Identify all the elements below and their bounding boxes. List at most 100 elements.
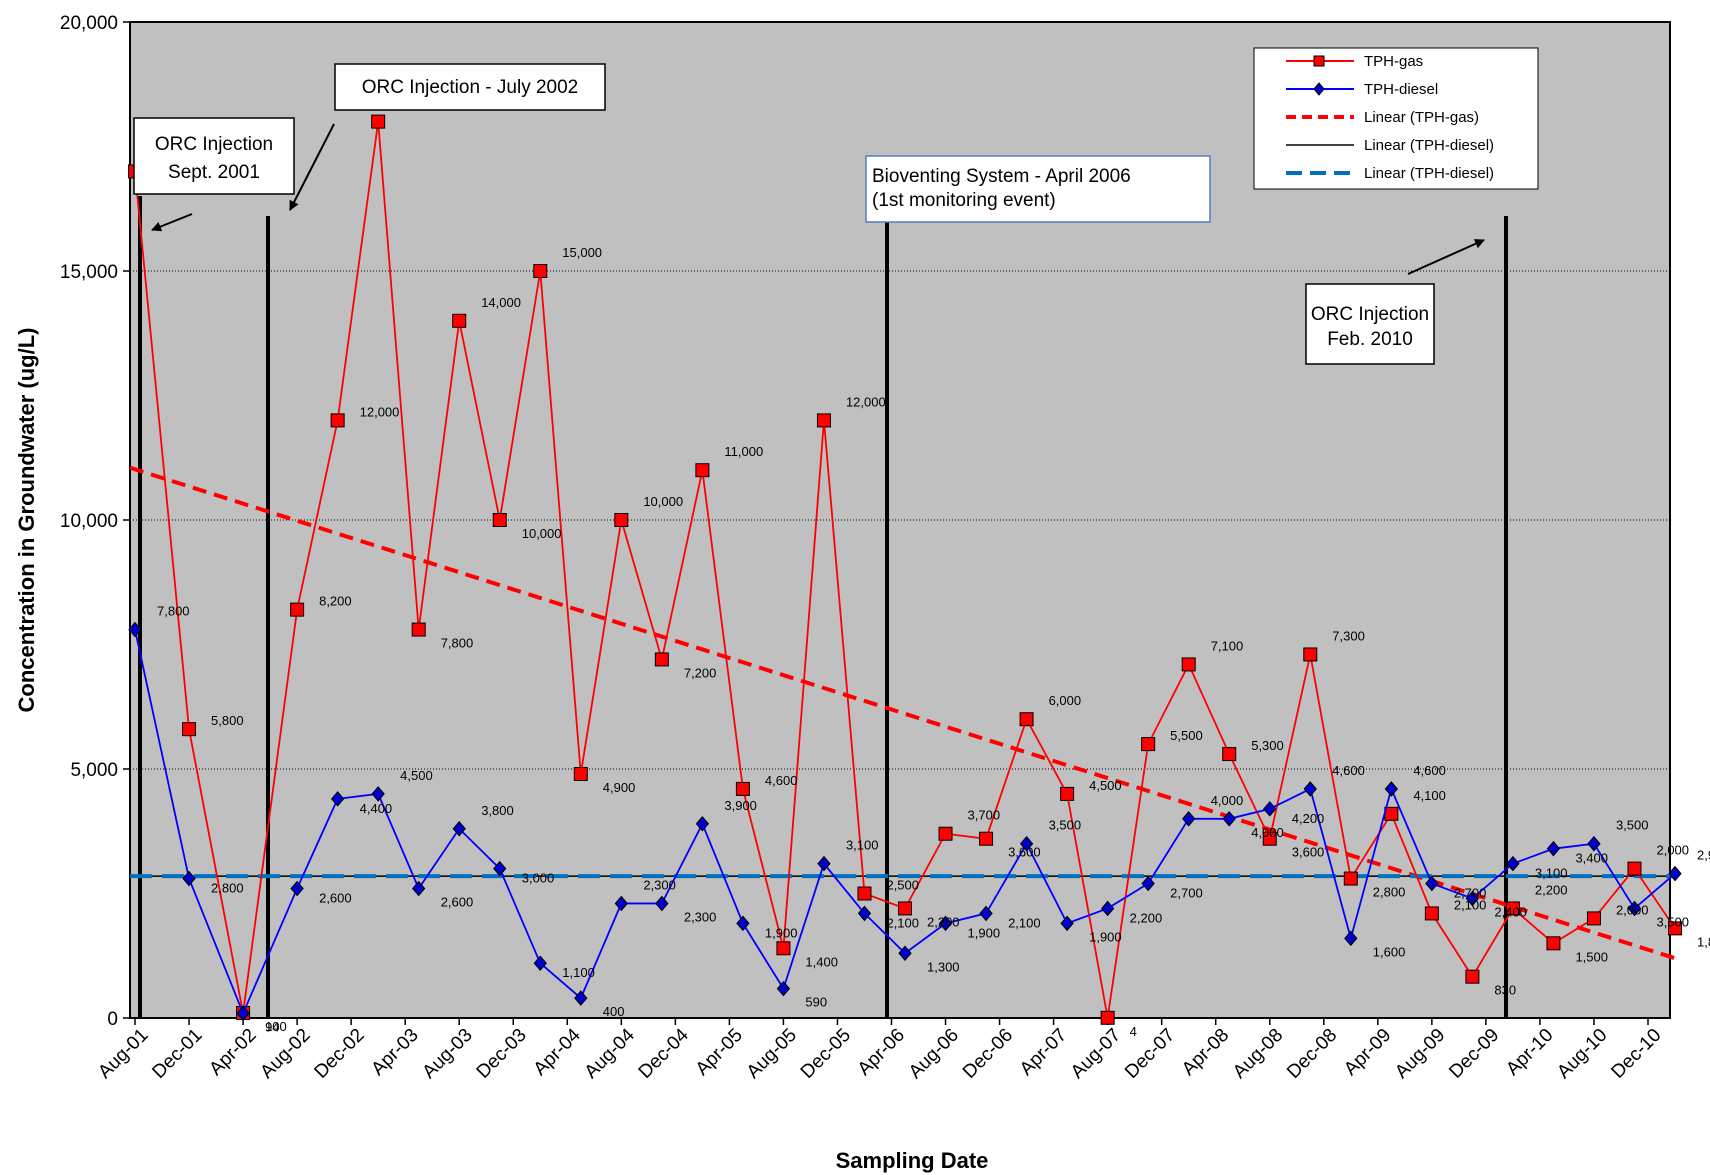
data-label-tph-gas: 2,000 xyxy=(1616,902,1649,917)
data-point-tph-gas xyxy=(533,264,548,278)
data-label-tph-diesel: 2,600 xyxy=(319,891,352,906)
annotation-box xyxy=(1305,283,1435,365)
data-point-tph-diesel xyxy=(614,895,628,912)
data-label-tph-gas: 1,800 xyxy=(1697,934,1710,949)
x-tick-label: Apr-03 xyxy=(368,1025,423,1080)
data-point-tph-gas xyxy=(776,941,791,956)
data-label-tph-diesel: 4,000 xyxy=(1211,793,1244,808)
legend-label: TPH-gas xyxy=(1364,53,1423,70)
data-label-tph-gas: 8,200 xyxy=(319,594,352,609)
annotations: ORC Injection Sept. 2001 ORC Injection - J… xyxy=(133,63,1485,365)
data-point-tph-gas xyxy=(182,722,197,737)
data-point-tph-gas xyxy=(735,781,750,796)
data-label-tph-diesel: 2,700 xyxy=(1454,886,1487,901)
x-tick-label: Dec-02 xyxy=(311,1025,369,1083)
data-point-tph-diesel xyxy=(979,905,993,922)
data-point-tph-gas xyxy=(979,831,994,846)
data-point-tph-gas xyxy=(1019,712,1034,727)
annotation-box xyxy=(133,117,295,195)
data-point-tph-gas xyxy=(1343,871,1358,886)
data-label-tph-diesel: 2,700 xyxy=(1170,886,1203,901)
data-point-tph-diesel xyxy=(1303,781,1317,797)
x-tick-label: Aug-01 xyxy=(94,1025,152,1083)
data-point-tph-diesel xyxy=(736,915,750,932)
annotation-box xyxy=(865,155,1211,223)
data-label-tph-diesel: 1,900 xyxy=(1089,929,1122,944)
data-point-tph-diesel xyxy=(857,905,872,922)
data-label-tph-gas: 5,300 xyxy=(1251,738,1284,753)
data-point-tph-diesel xyxy=(128,621,142,638)
data-point-tph-gas xyxy=(1222,747,1237,762)
data-label-tph-diesel: 3,500 xyxy=(1656,914,1689,929)
data-label-tph-gas: 10,000 xyxy=(643,494,683,509)
x-tick-label: Aug-06 xyxy=(905,1025,963,1083)
annotation-text: ORC Injection xyxy=(155,134,273,155)
data-label-tph-diesel: 4,200 xyxy=(1292,811,1325,826)
x-tick-label: Apr-10 xyxy=(1502,1025,1557,1080)
data-point-tph-diesel xyxy=(493,860,507,877)
data-label-tph-diesel: 2,300 xyxy=(643,877,676,892)
annotation-text: Sept. 2001 xyxy=(168,162,260,183)
data-point-tph-gas xyxy=(1060,786,1075,801)
data-label-tph-gas: 2,800 xyxy=(1373,885,1406,900)
data-label-tph-diesel: 3,500 xyxy=(1616,818,1649,833)
data-point-tph-diesel xyxy=(1344,930,1358,947)
annotation-arrow xyxy=(151,213,193,232)
x-tick-label: Apr-02 xyxy=(205,1025,260,1080)
data-label-tph-diesel: 2,100 xyxy=(1008,915,1041,930)
data-point-tph-gas xyxy=(1505,901,1520,916)
legend: TPH-gas TPH-diesel Linear (TPH-gas) Linear … xyxy=(1253,47,1539,190)
data-label-tph-diesel: 2,800 xyxy=(211,881,244,896)
x-tick-label: Apr-05 xyxy=(692,1025,747,1080)
data-label-tph-diesel: 1,600 xyxy=(1373,944,1406,959)
x-tick-label: Apr-08 xyxy=(1178,1025,1233,1080)
data-label-tph-diesel: 3,100 xyxy=(1535,866,1568,881)
data-label-tph-diesel: 400 xyxy=(603,1004,625,1019)
data-label-tph-diesel: 4,500 xyxy=(400,768,433,783)
x-tick-label: Aug-03 xyxy=(419,1025,477,1083)
x-tick-label: Apr-09 xyxy=(1340,1025,1395,1080)
legend-label: Linear (TPH-diesel) xyxy=(1364,165,1494,182)
data-point-tph-diesel xyxy=(574,990,588,1006)
x-tick-label: Aug-04 xyxy=(581,1024,639,1082)
y-tick-label: 0 xyxy=(107,1009,118,1030)
x-tick-label: Dec-05 xyxy=(797,1025,855,1083)
data-point-tph-diesel xyxy=(452,820,466,837)
y-tick-label: 10,000 xyxy=(60,511,118,532)
data-point-tph-diesel xyxy=(695,816,710,832)
x-tick-label: Dec-04 xyxy=(635,1024,693,1082)
y-tick-label: 5,000 xyxy=(70,760,118,781)
data-point-tph-diesel xyxy=(655,895,669,912)
data-point-tph-gas xyxy=(1586,911,1601,926)
annotation-text: Feb. 2010 xyxy=(1327,329,1413,350)
data-label-tph-gas: 2,000 xyxy=(1656,843,1689,858)
data-label-tph-gas: 6,000 xyxy=(1049,693,1082,708)
legend-marker xyxy=(1313,55,1325,67)
data-point-tph-gas xyxy=(1546,936,1561,951)
data-point-tph-diesel xyxy=(236,1005,250,1022)
data-label-tph-diesel: 4,600 xyxy=(1413,763,1446,778)
data-label-tph-gas: 4,900 xyxy=(603,780,636,795)
x-axis-title: Sampling Date xyxy=(836,1148,989,1173)
data-label-tph-diesel: 7,800 xyxy=(157,604,190,619)
data-point-tph-gas xyxy=(1424,906,1439,921)
x-tick-label: Dec-03 xyxy=(473,1025,531,1083)
data-point-tph-diesel xyxy=(330,791,345,807)
data-label-tph-diesel: 2,100 xyxy=(886,915,919,930)
data-point-tph-diesel xyxy=(1060,915,1074,932)
annotation-arrow xyxy=(289,123,335,211)
data-label-tph-gas: 5,500 xyxy=(1170,728,1203,743)
x-tick-label: Apr-04 xyxy=(530,1024,585,1079)
data-point-tph-diesel xyxy=(1425,875,1439,892)
data-label-tph-gas: 830 xyxy=(1494,983,1516,998)
data-point-tph-gas xyxy=(492,513,507,527)
data-point-tph-diesel xyxy=(1587,835,1601,852)
data-label-tph-diesel: 3,400 xyxy=(1575,851,1608,866)
data-label-tph-diesel: 4,000 xyxy=(1251,825,1284,840)
data-label-tph-gas: 2,500 xyxy=(886,878,919,893)
x-tick-label: Dec-06 xyxy=(959,1025,1017,1083)
data-label-tph-diesel: 3,000 xyxy=(522,871,555,886)
data-point-tph-diesel xyxy=(1384,781,1398,797)
data-point-tph-diesel xyxy=(182,870,196,887)
data-label-tph-diesel: 1,100 xyxy=(562,965,595,980)
